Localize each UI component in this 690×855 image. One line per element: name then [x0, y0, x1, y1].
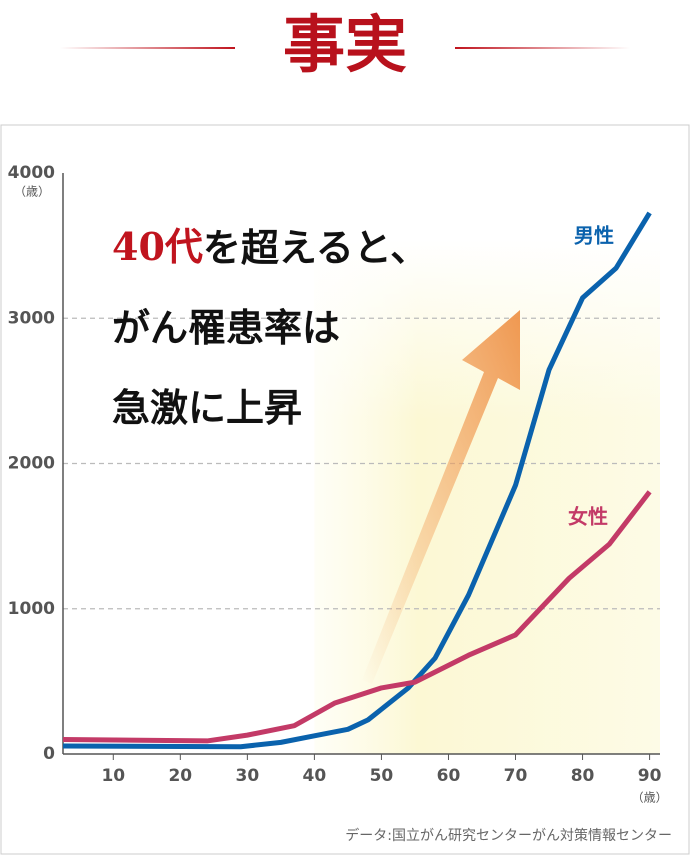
x-tick-label: 80 [571, 766, 595, 786]
annotation-line: がん罹患率は [112, 306, 340, 350]
y-tick-label: 2000 [8, 454, 55, 474]
y-tick-label: 3000 [8, 308, 55, 328]
series-line [62, 211, 652, 750]
x-tick-label: 10 [101, 766, 125, 786]
annotation: 40代を超えると、 がん罹患率は 急激に上昇 [112, 224, 441, 430]
heading: 事実 [283, 8, 407, 81]
series-label: 男性 [574, 224, 614, 248]
x-tick-label: 70 [504, 766, 528, 786]
series-label: 女性 [568, 505, 608, 529]
annotation-line: 急激に上昇 [112, 386, 302, 430]
x-unit: （歳） [632, 791, 668, 805]
y-tick-label: 0 [43, 744, 55, 764]
heading-rule [60, 47, 235, 49]
trend-arrow [362, 310, 520, 684]
y-tick-label: 4000 [8, 163, 55, 183]
annotation-highlight: 40代 [112, 224, 203, 269]
x-tick-label: 50 [370, 766, 394, 786]
x-tick-label: 60 [437, 766, 461, 786]
x-tick-label: 30 [236, 766, 260, 786]
y-unit: （歳） [14, 185, 50, 199]
series-line [62, 490, 652, 744]
y-tick-label: 1000 [8, 599, 55, 619]
x-tick-label: 20 [168, 766, 192, 786]
source: データ:国立がん研究センターがん対策情報センター [345, 827, 672, 844]
x-tick-label: 90 [638, 766, 662, 786]
annotation-line: を超えると、 [203, 226, 428, 270]
heading-rule [455, 47, 630, 49]
x-tick-label: 40 [303, 766, 327, 786]
